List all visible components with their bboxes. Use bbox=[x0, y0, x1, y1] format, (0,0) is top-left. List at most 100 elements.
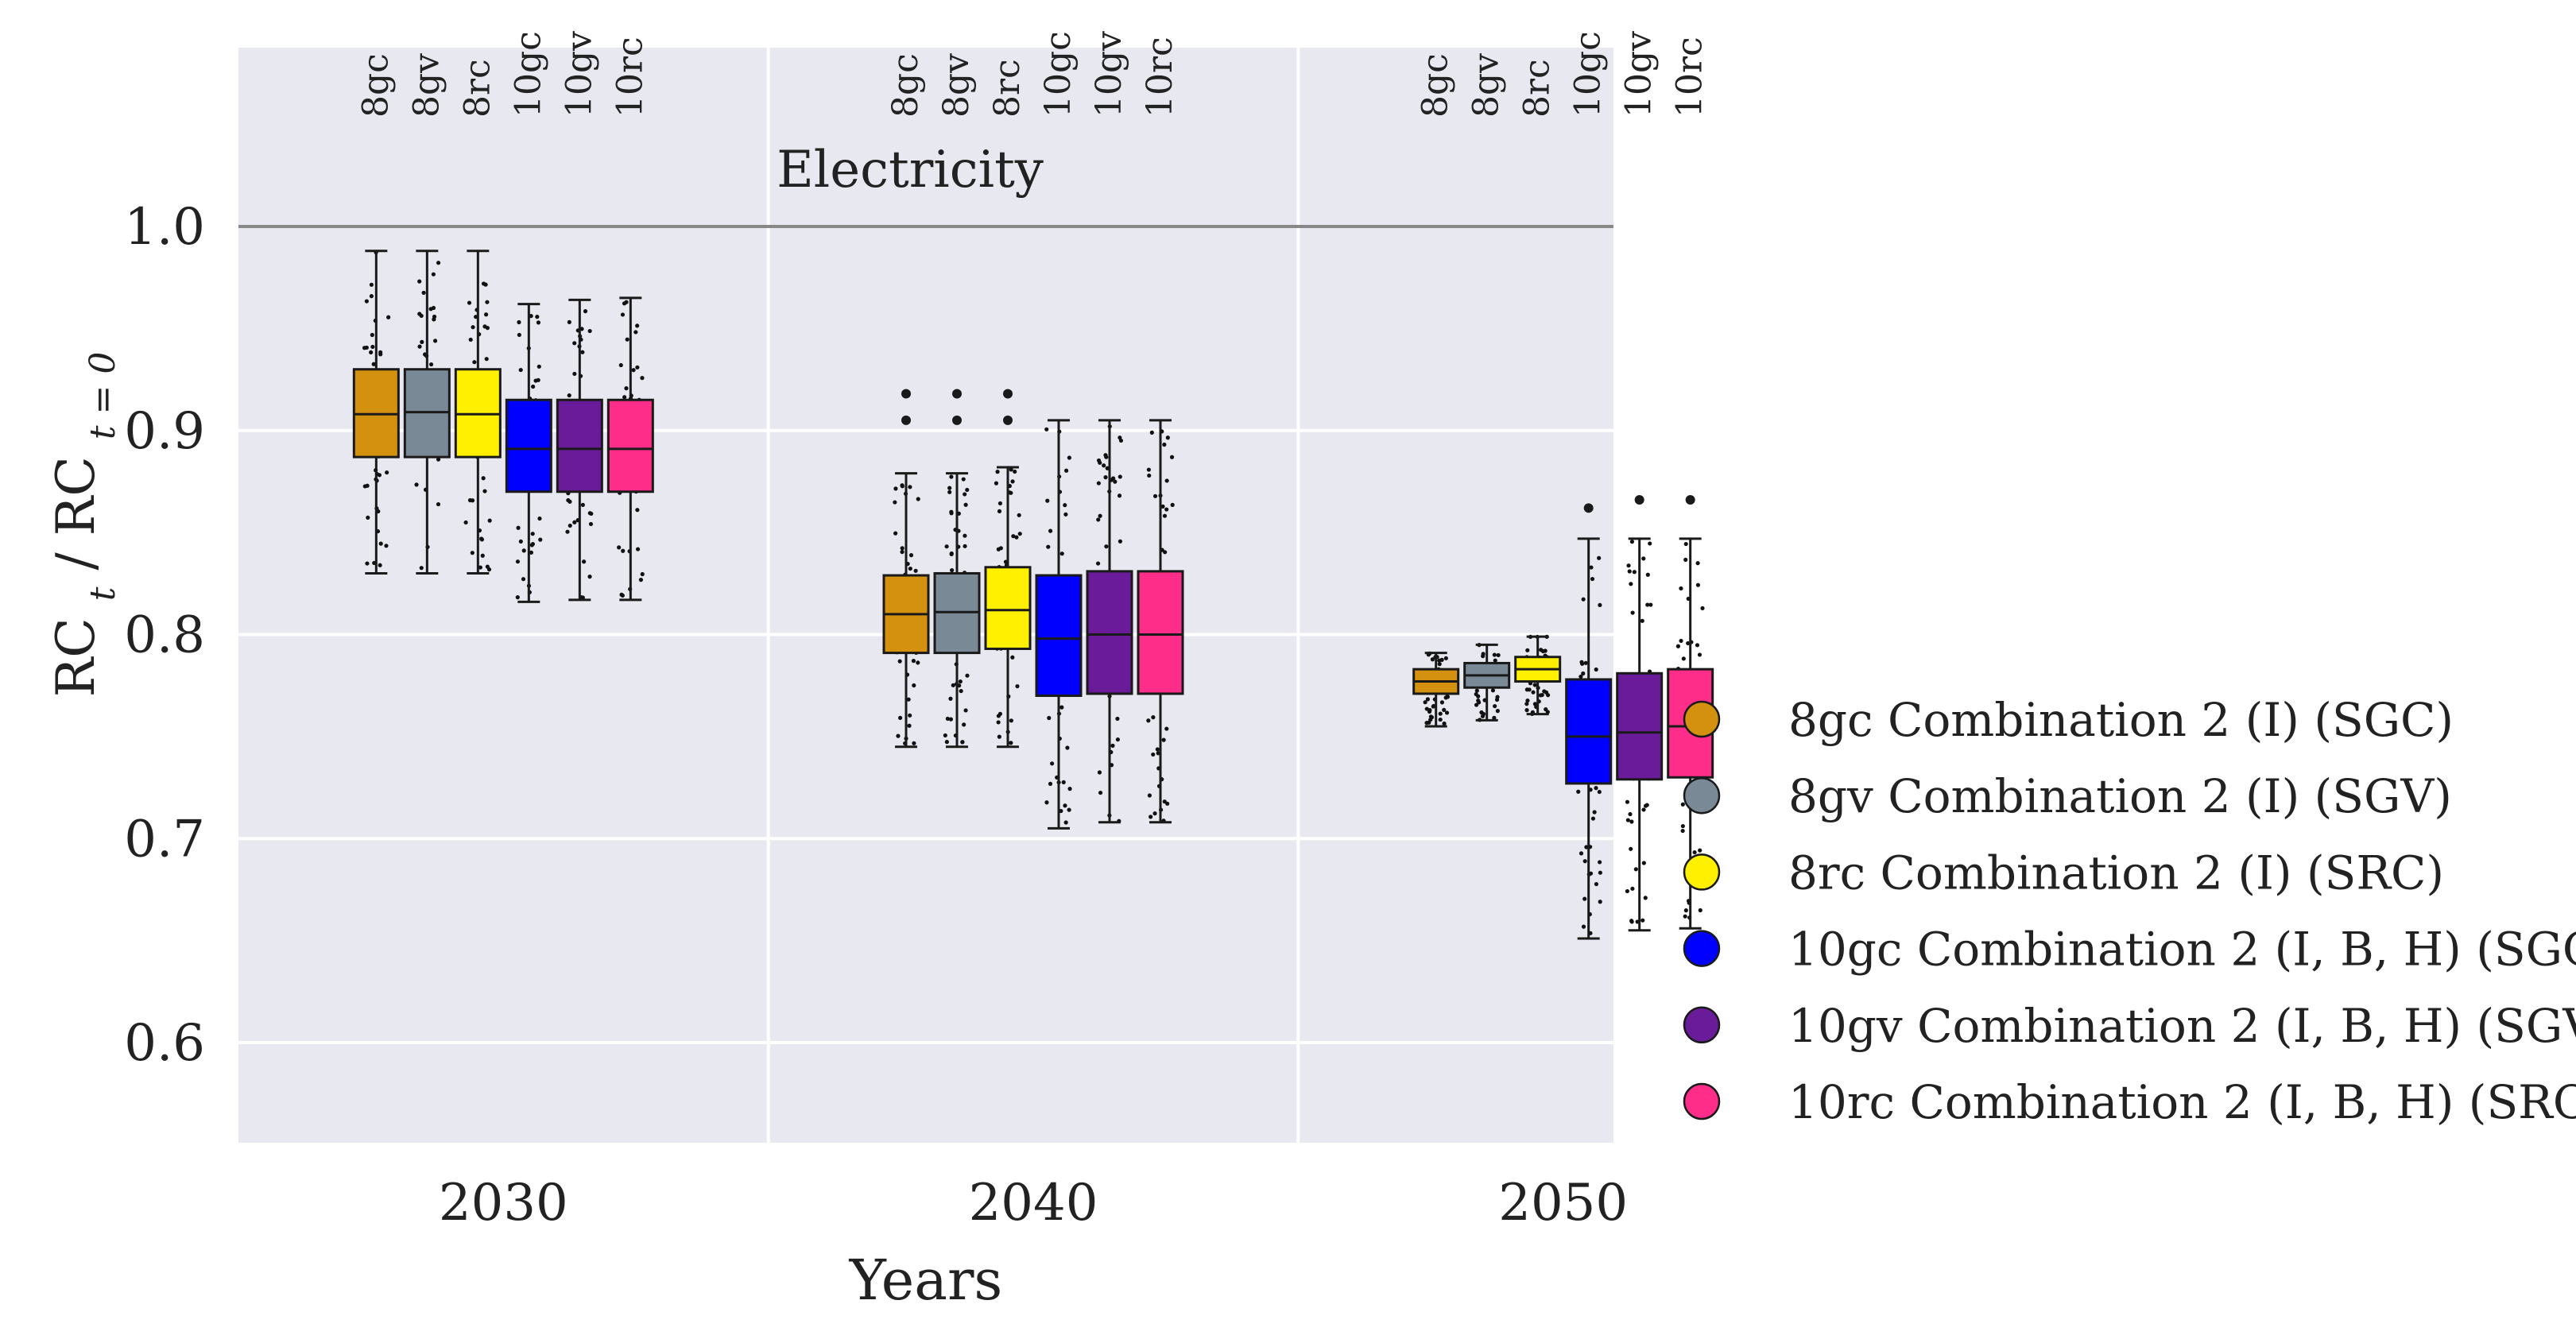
jitter-point bbox=[633, 330, 638, 335]
jitter-point bbox=[567, 523, 572, 528]
jitter-point bbox=[1009, 467, 1013, 472]
x-axis-label: Years bbox=[849, 1248, 1003, 1313]
jitter-point bbox=[1115, 716, 1120, 722]
jitter-point bbox=[624, 386, 629, 391]
jitter-point bbox=[1115, 737, 1120, 742]
jitter-point bbox=[1590, 576, 1595, 582]
legend-label-10gv: 10gv Combination 2 (I, B, H) (SGV) bbox=[1788, 999, 2576, 1053]
jitter-point bbox=[1044, 800, 1049, 805]
jitter-point bbox=[1680, 823, 1685, 829]
jitter-point bbox=[1648, 541, 1652, 546]
jitter-point bbox=[1442, 721, 1447, 726]
outlier-point bbox=[1685, 495, 1695, 505]
jitter-point bbox=[417, 312, 422, 316]
jitter-point bbox=[1576, 789, 1581, 794]
jitter-point bbox=[1629, 846, 1633, 851]
jitter-point bbox=[618, 362, 623, 368]
legend-marker-8gv bbox=[1683, 776, 1721, 815]
jitter-point bbox=[1630, 886, 1635, 891]
jitter-point bbox=[587, 575, 592, 579]
jitter-point bbox=[1683, 908, 1688, 913]
jitter-point bbox=[572, 520, 577, 524]
jitter-point bbox=[1061, 780, 1066, 784]
jitter-point bbox=[419, 566, 424, 571]
box-10gv-2050 bbox=[1616, 671, 1664, 781]
jitter-point bbox=[963, 533, 967, 538]
jitter-point bbox=[1698, 848, 1702, 853]
series-code-label: 10rc bbox=[1140, 37, 1180, 118]
jitter-point bbox=[1542, 689, 1547, 694]
jitter-point bbox=[369, 282, 374, 287]
jitter-point bbox=[1680, 802, 1685, 807]
jitter-point bbox=[1625, 888, 1629, 894]
jitter-point bbox=[417, 279, 422, 284]
outlier-point bbox=[901, 415, 912, 425]
jitter-point bbox=[1437, 662, 1442, 667]
jitter-point bbox=[1625, 799, 1630, 804]
jitter-point bbox=[1063, 512, 1068, 517]
jitter-point bbox=[1683, 557, 1688, 562]
jitter-point bbox=[366, 515, 370, 521]
jitter-point bbox=[963, 492, 967, 497]
jitter-point bbox=[958, 679, 963, 684]
jitter-point bbox=[1045, 498, 1050, 503]
jitter-point bbox=[1010, 655, 1015, 660]
jitter-point bbox=[1492, 652, 1497, 657]
jitter-point bbox=[1146, 718, 1151, 723]
jitter-point bbox=[997, 501, 1003, 506]
jitter-point bbox=[893, 486, 898, 491]
legend-label-10gc: 10gc Combination 2 (I, B, H) (SGC) bbox=[1788, 923, 2576, 977]
jitter-point bbox=[1152, 493, 1158, 498]
jitter-point bbox=[1598, 900, 1602, 904]
jitter-point bbox=[417, 344, 422, 349]
jitter-point bbox=[436, 501, 441, 507]
jitter-point bbox=[893, 500, 897, 505]
jitter-point bbox=[1063, 503, 1067, 508]
jitter-point bbox=[467, 300, 472, 305]
jitter-point bbox=[624, 300, 629, 304]
x-axis-ticks: 2030 2040 2050 bbox=[439, 1174, 1628, 1233]
jitter-point bbox=[1493, 658, 1497, 663]
x-tick-label: 2030 bbox=[439, 1174, 568, 1233]
jitter-point bbox=[947, 486, 952, 490]
jitter-point bbox=[1096, 481, 1101, 486]
series-code-label: 10gv bbox=[559, 31, 599, 118]
jitter-point bbox=[1164, 726, 1169, 731]
jitter-point bbox=[515, 559, 521, 564]
jitter-point bbox=[1683, 541, 1688, 547]
series-code-label: 8gv bbox=[1466, 53, 1507, 118]
jitter-point bbox=[1438, 717, 1443, 722]
jitter-point bbox=[916, 660, 920, 665]
jitter-point bbox=[432, 317, 436, 322]
jitter-point bbox=[1063, 803, 1067, 808]
series-code-label: 10rc bbox=[1670, 37, 1710, 118]
jitter-point bbox=[1641, 918, 1645, 923]
jitter-point bbox=[1630, 610, 1635, 615]
outlier-point bbox=[1583, 503, 1594, 513]
jitter-point bbox=[913, 568, 918, 573]
chart-title: Electricity bbox=[777, 141, 1044, 199]
jitter-point bbox=[1067, 455, 1071, 460]
jitter-point bbox=[521, 548, 526, 553]
jitter-point bbox=[1104, 544, 1109, 549]
jitter-point bbox=[1540, 648, 1546, 654]
jitter-point bbox=[1648, 602, 1653, 607]
jitter-point bbox=[1474, 691, 1478, 697]
jitter-point bbox=[1695, 582, 1701, 587]
jitter-point bbox=[1164, 478, 1169, 483]
jitter-point bbox=[1598, 860, 1602, 865]
jitter-point bbox=[580, 502, 585, 507]
jitter-point bbox=[1063, 468, 1069, 473]
jitter-point bbox=[994, 481, 999, 486]
legend-marker-8rc bbox=[1683, 853, 1721, 891]
x-tick-label: 2050 bbox=[1498, 1174, 1628, 1233]
x-tick-label: 2040 bbox=[969, 1174, 1098, 1233]
jitter-point bbox=[1525, 648, 1530, 652]
jitter-point bbox=[1679, 638, 1683, 644]
y-tick-label: 0.9 bbox=[124, 402, 205, 461]
box-10gc-2040 bbox=[1035, 574, 1083, 698]
jitter-point bbox=[535, 315, 540, 319]
jitter-point bbox=[1628, 811, 1633, 817]
series-code-label: 8gc bbox=[885, 53, 926, 118]
